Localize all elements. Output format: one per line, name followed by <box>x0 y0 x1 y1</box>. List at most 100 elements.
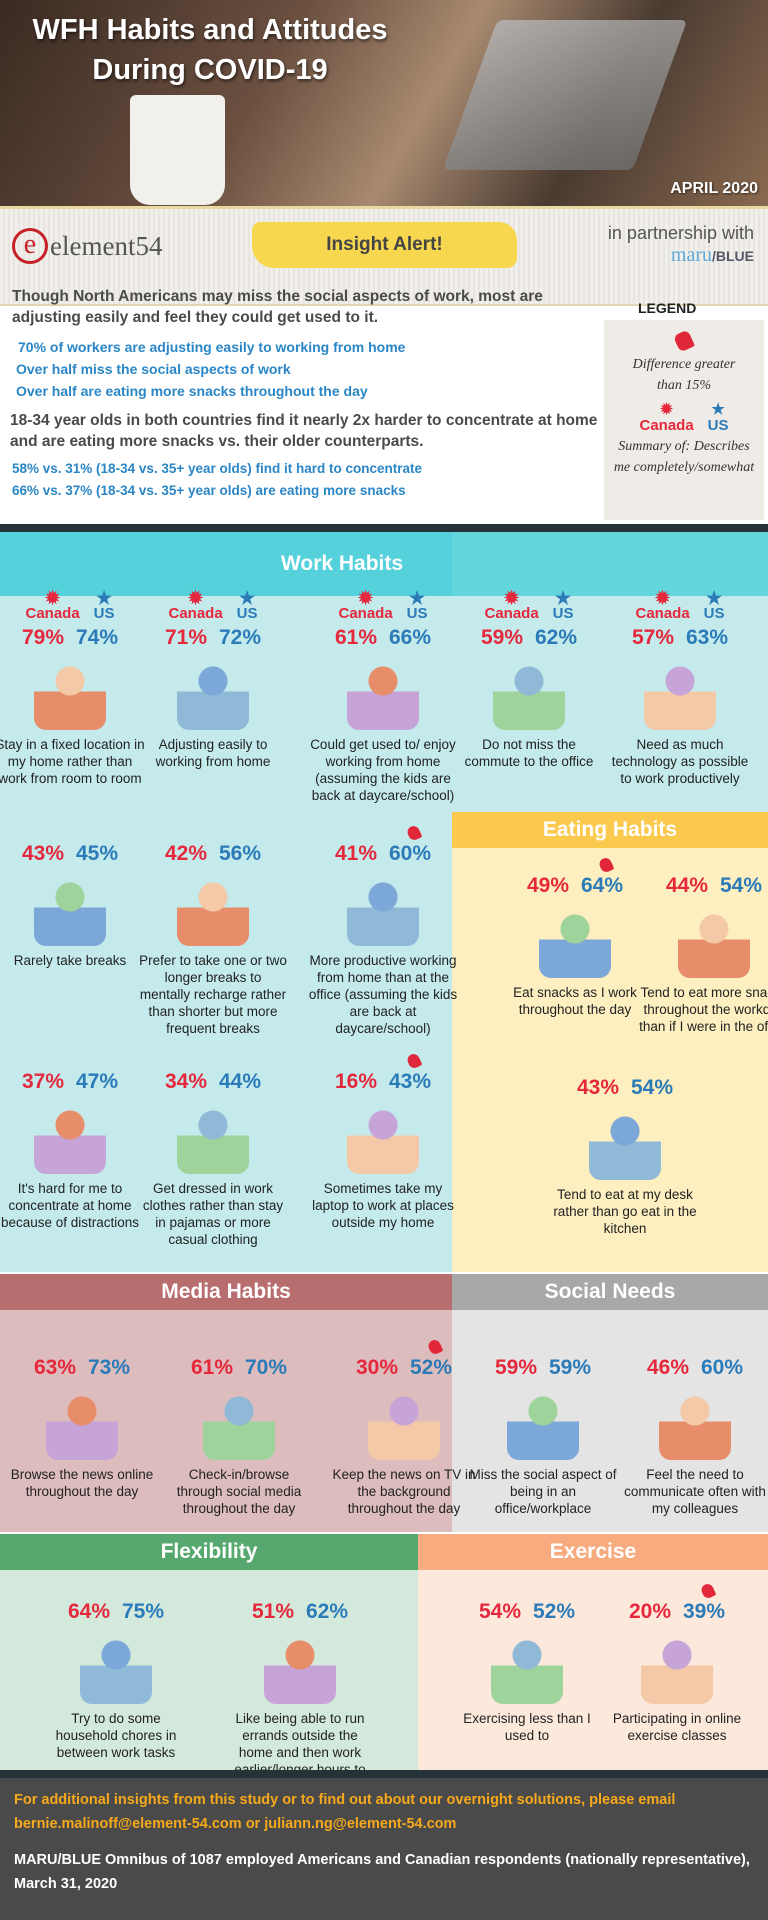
legend-diff-label: Difference greater than 15% <box>632 357 736 393</box>
us-percent: 66% <box>389 626 432 649</box>
us-flag: ★ US <box>94 588 115 626</box>
us-percent: 62% <box>535 626 578 649</box>
percent-pair: 63% 73% <box>7 1356 157 1382</box>
card-description: Browse the news online throughout the da… <box>10 1467 154 1499</box>
difference-pin-icon <box>672 329 696 353</box>
canada-flag: ✹ Canada <box>635 589 689 626</box>
us-percent: 62% <box>306 1600 349 1623</box>
canada-percent: 51% <box>251 1600 294 1623</box>
intro-headline-1: Though North Americans may miss the soci… <box>12 288 543 326</box>
percent-pair: 57% 63% <box>605 626 755 652</box>
eating-stat-card: 43% 54% Tend to eat at my desk rather than… <box>550 1076 700 1237</box>
canada-percent: 79% <box>21 626 64 649</box>
media-header: Media Habits <box>0 1274 452 1310</box>
legend: Difference greater than 15% ✹ Canada ★ US … <box>604 320 764 520</box>
canada-flag: ✹ Canada <box>25 589 79 626</box>
maple-leaf-icon: ✹ <box>660 401 673 418</box>
laptop-cafe-icon <box>347 1104 419 1174</box>
online-yoga-icon <box>641 1634 713 1704</box>
canada-percent: 37% <box>21 1070 64 1093</box>
us-percent: 43% <box>389 1070 432 1093</box>
card-description: Adjusting easily to working from home <box>155 737 271 769</box>
us-percent: 52% <box>533 1600 576 1623</box>
country-flags: ✹ Canada ★ US <box>308 588 458 626</box>
canada-percent: 46% <box>646 1356 689 1379</box>
card-description: Tend to eat at my desk rather than go ea… <box>553 1187 697 1236</box>
us-percent: 56% <box>219 842 262 865</box>
percent-pair: 46% 60% <box>620 1356 768 1382</box>
flex-stat-card: 64% 75% Try to do some household chores in… <box>41 1600 191 1761</box>
intro-summary: Though North Americans may miss the soci… <box>10 286 602 502</box>
insight-alert-badge: Insight Alert! <box>252 222 517 268</box>
calendar-dumbbell-icon <box>491 1634 563 1704</box>
us-star-icon: ★ <box>239 588 256 608</box>
intro-bullet: Over half are eating more snacks through… <box>16 383 368 399</box>
card-description: Prefer to take one or two longer breaks … <box>139 953 287 1036</box>
canada-percent: 54% <box>478 1600 521 1623</box>
us-percent: 60% <box>701 1356 744 1379</box>
canada-percent: 61% <box>334 626 377 649</box>
canada-flag: ✹ Canada <box>484 589 538 626</box>
contact-text: For additional insights from this study … <box>14 1792 676 1832</box>
canada-percent: 63% <box>33 1356 76 1379</box>
us-star-icon: ★ <box>96 588 113 608</box>
canada-label: Canada <box>338 605 393 622</box>
legend-us: US <box>707 417 729 434</box>
us-flag: ★ US <box>407 588 428 626</box>
work-stat-card: 37% 47% It's hard for me to concentrate at… <box>0 1070 145 1231</box>
media-stat-card: 61% 70% Check-in/browse through social med… <box>164 1356 314 1517</box>
card-description: Tend to eat more snacks throughout the w… <box>639 985 768 1034</box>
us-percent: 73% <box>88 1356 131 1379</box>
percent-pair: 61% 66% <box>308 626 458 652</box>
card-description: Could get used to/ enjoy working from ho… <box>310 737 456 803</box>
card-description: Feel the need to communicate often with … <box>624 1467 766 1516</box>
us-star-icon: ★ <box>409 588 426 608</box>
legend-summary: Summary of: Describes me completely/some… <box>613 439 755 475</box>
card-description: Check-in/browse through social media thr… <box>176 1467 302 1516</box>
us-percent: 74% <box>76 626 119 649</box>
us-flag: ★ US <box>553 589 574 626</box>
canada-percent: 64% <box>67 1600 110 1623</box>
intro-bullet: 66% vs. 37% (18-34 vs. 35+ year olds) ar… <box>12 483 406 498</box>
card-description: Rarely take breaks <box>13 953 127 968</box>
country-flags: ✹ Canada ★ US <box>454 589 604 626</box>
work-stat-card: 42% 56% Prefer to take one or two longer b… <box>138 842 288 1037</box>
canada-percent: 59% <box>480 626 523 649</box>
percent-pair: 59% 62% <box>454 626 604 652</box>
flex-panel <box>0 1534 418 1770</box>
laptop-photo <box>442 20 688 170</box>
card-description: Sometimes take my laptop to work at plac… <box>312 1181 454 1230</box>
us-label: US <box>703 605 725 622</box>
coffee-cup-photo <box>130 95 225 205</box>
legend-title: LEGEND <box>638 300 697 316</box>
country-flags: ✹ Canada ★ US <box>605 589 755 626</box>
work-stat-card: 16% 43% Sometimes take my laptop to work a… <box>308 1052 458 1231</box>
social-media-icon <box>203 1390 275 1460</box>
eating-stat-card: 44% 54% Tend to eat more snacks throughout… <box>639 874 768 1035</box>
percent-pair: 42% 56% <box>138 842 288 868</box>
card-description: Need as much technology as possible to w… <box>611 737 749 786</box>
canada-percent: 43% <box>576 1076 619 1099</box>
media-stat-card: 63% 73% Browse the news online throughout … <box>7 1356 157 1500</box>
eating-panel <box>452 812 768 1272</box>
us-percent: 54% <box>631 1076 674 1099</box>
country-flags: ✹ Canada ★ US <box>138 588 288 626</box>
percent-pair: 37% 47% <box>0 1070 145 1096</box>
legend-canada: Canada <box>639 417 694 434</box>
percent-pair: 54% 52% <box>452 1600 602 1626</box>
multitask-tech-icon <box>644 660 716 730</box>
card-description: Try to do some household chores in betwe… <box>55 1711 177 1760</box>
percent-pair: 44% 54% <box>639 874 768 900</box>
jumping-worker-icon <box>347 876 419 946</box>
social-stat-card: 46% 60% Feel the need to communicate often… <box>620 1356 768 1517</box>
exercise-stat-card: 54% 52% Exercising less than I used to <box>452 1600 602 1744</box>
work-stat-card: ✹ Canada ★ US 79% 74% Stay in a fixed location… <box>0 588 145 787</box>
country-flags: ✹ Canada ★ US <box>0 588 145 626</box>
media-stat-card: 30% 52% Keep the news on TV in the backgro… <box>329 1338 479 1517</box>
work-stat-card: 41% 60% More productive working from home … <box>308 824 458 1037</box>
kitchen-desk-icon <box>589 1110 661 1180</box>
canada-percent: 20% <box>628 1600 671 1623</box>
us-percent: 47% <box>76 1070 119 1093</box>
logo-e-icon: e <box>12 228 48 264</box>
blue-logo: /BLUE <box>712 248 754 264</box>
